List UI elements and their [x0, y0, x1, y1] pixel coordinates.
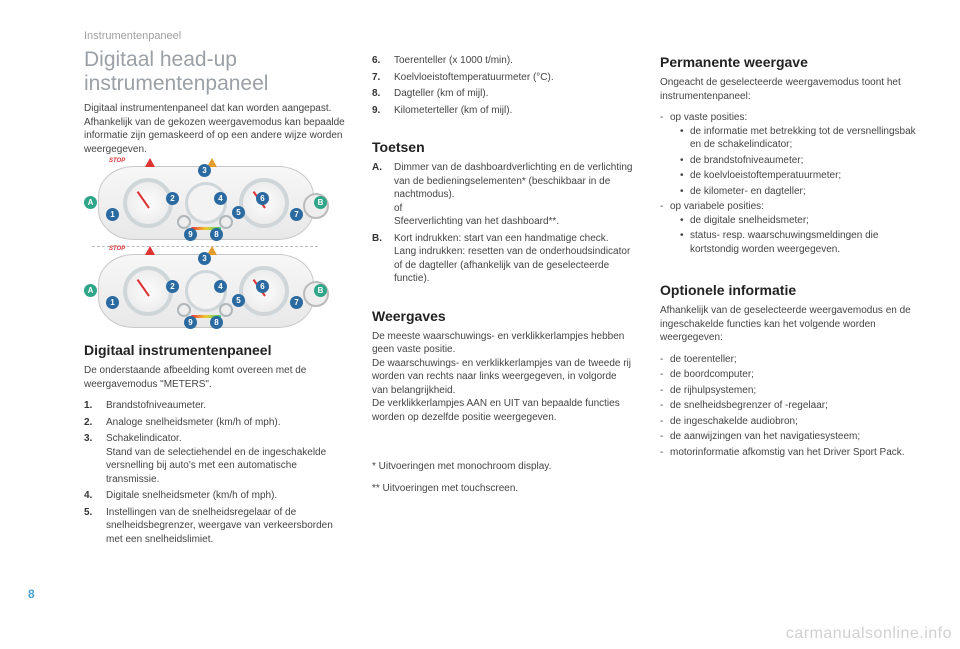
footnote: * Uitvoeringen met monochroom display.: [372, 460, 634, 474]
diagram-separator: [92, 246, 318, 247]
warning-icon: [145, 158, 155, 167]
section-heading: Optionele informatie: [660, 282, 922, 298]
gauge-small: [177, 215, 191, 229]
list-item: de kilometer- en dagteller;: [670, 185, 922, 199]
list-item: 8.Dagteller (km of mijl).: [372, 87, 634, 101]
list-item: op variabele posities: de digitale snelh…: [660, 200, 922, 256]
bullet-sublist: de digitale snelheidsmeter; status- resp…: [670, 214, 922, 257]
intro-text: Digitaal instrumentenpaneel dat kan word…: [84, 102, 346, 156]
list-item: 5.Instellingen van de snelheidsregelaar …: [84, 506, 346, 547]
main-title: Digitaal head-up instrumentenpaneel: [84, 48, 346, 96]
gauge-speedometer: [123, 266, 173, 316]
callout-letter: A: [84, 284, 97, 297]
bullet-sublist: de informatie met betrekking tot de vers…: [670, 125, 922, 199]
numbered-list: 1.Brandstofniveaumeter. 2.Analoge snelhe…: [84, 399, 346, 546]
footnote: ** Uitvoeringen met touchscreen.: [372, 482, 634, 496]
section-heading: Toetsen: [372, 139, 634, 155]
list-item: 2.Analoge snelheidsmeter (km/h of mph).: [84, 416, 346, 430]
gauge-small: [219, 215, 233, 229]
list-item: 9.Kilometerteller (km of mijl).: [372, 104, 634, 118]
stop-label: STOP: [109, 246, 125, 252]
manual-page: Instrumentenpaneel Digitaal head-up inst…: [0, 0, 960, 649]
footnotes: * Uitvoeringen met monochroom display. *…: [372, 460, 634, 496]
list-item: A.Dimmer van de dashboardverlichting en …: [372, 161, 634, 229]
list-item: de snelheidsbegrenzer of -regelaar;: [660, 399, 922, 413]
page-number: 8: [28, 587, 35, 601]
list-item: 7.Koelvloeistoftemperatuurmeter (°C).: [372, 71, 634, 85]
numbered-list: 6.Toerenteller (x 1000 t/min). 7.Koelvlo…: [372, 54, 634, 117]
gauge-small: [219, 303, 233, 317]
column-2: 6.Toerenteller (x 1000 t/min). 7.Koelvlo…: [372, 48, 634, 550]
list-item: motorinformatie afkomstig van het Driver…: [660, 446, 922, 460]
list-item: op vaste posities: de informatie met bet…: [660, 111, 922, 198]
section-subtext: De onderstaande afbeelding komt overeen …: [84, 364, 346, 391]
body-text: De meeste waarschuwings- en verklikkerla…: [372, 330, 634, 425]
cluster-diagram: STOP A 1 2 3 4 5 6: [84, 164, 326, 330]
list-item: de informatie met betrekking tot de vers…: [670, 125, 922, 152]
watermark: carmanualsonline.info: [786, 625, 952, 643]
letter-list: A.Dimmer van de dashboardverlichting en …: [372, 161, 634, 286]
cluster-bottom: STOP: [98, 254, 314, 328]
list-item: de toerenteller;: [660, 353, 922, 367]
list-item: status- resp. waarschuwingsmeldingen die…: [670, 229, 922, 256]
list-item: de aanwijzingen van het navigatiesysteem…: [660, 430, 922, 444]
stop-label: STOP: [109, 158, 125, 164]
list-item: B.Kort indrukken: start van een handmati…: [372, 232, 634, 286]
dash-list: op vaste posities: de informatie met bet…: [660, 111, 922, 256]
body-text: Ongeacht de geselecteerde weergavemodus …: [660, 76, 922, 103]
section-heading: Permanente weergave: [660, 54, 922, 70]
page-header: Instrumentenpaneel: [84, 30, 924, 42]
cluster-top: STOP: [98, 166, 314, 240]
body-text: Afhankelijk van de geselecteerde weergav…: [660, 304, 922, 345]
list-item: de rijhulpsystemen;: [660, 384, 922, 398]
dash-list: de toerenteller; de boordcomputer; de ri…: [660, 353, 922, 460]
list-item: de ingeschakelde audiobron;: [660, 415, 922, 429]
gauge-small: [177, 303, 191, 317]
callout-letter: A: [84, 196, 97, 209]
list-item: de koelvloeistoftemperatuurmeter;: [670, 169, 922, 183]
list-item: 6.Toerenteller (x 1000 t/min).: [372, 54, 634, 68]
warning-icon: [145, 246, 155, 255]
gauge-speedometer: [123, 178, 173, 228]
list-item: 1.Brandstofniveaumeter.: [84, 399, 346, 413]
list-item: de boordcomputer;: [660, 368, 922, 382]
list-item: de brandstofniveaumeter;: [670, 154, 922, 168]
list-item: de digitale snelheidsmeter;: [670, 214, 922, 228]
section-heading: Weergaves: [372, 308, 634, 324]
list-item: 3.Schakelindicator. Stand van de selecti…: [84, 432, 346, 486]
columns: Digitaal head-up instrumentenpaneel Digi…: [84, 48, 924, 550]
list-item: 4.Digitale snelheidsmeter (km/h of mph).: [84, 489, 346, 503]
column-1: Digitaal head-up instrumentenpaneel Digi…: [84, 48, 346, 550]
section-heading: Digitaal instrumentenpaneel: [84, 342, 346, 358]
column-3: Permanente weergave Ongeacht de geselect…: [660, 48, 922, 550]
